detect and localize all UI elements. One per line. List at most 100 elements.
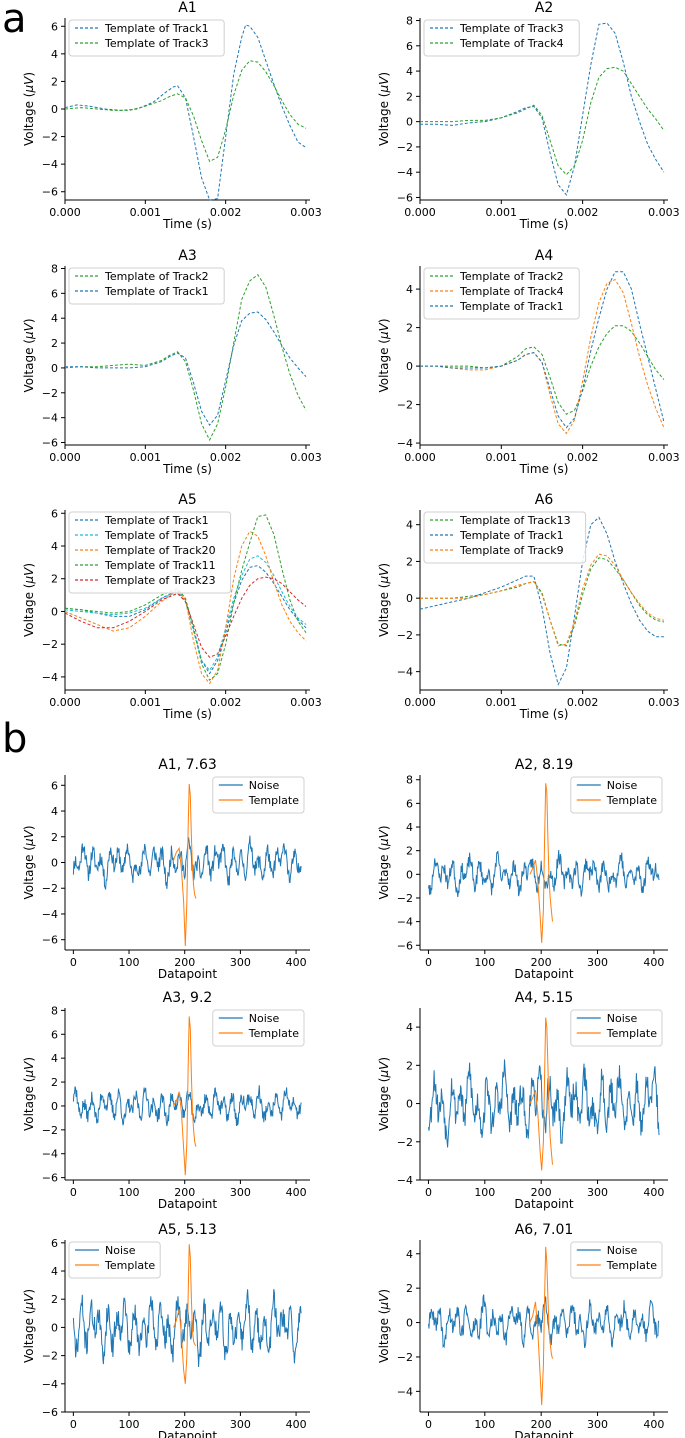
chart-title: A5	[178, 492, 196, 508]
x-tick-label: 200	[531, 956, 552, 969]
series-line	[420, 66, 665, 176]
y-tick-label: 6	[51, 20, 58, 33]
x-axis-label: Time (s)	[162, 462, 212, 476]
legend-label: Template	[606, 794, 657, 807]
y-tick-label: 6	[406, 797, 413, 810]
x-tick-label: 0.000	[49, 696, 81, 709]
y-tick-label: 4	[406, 519, 413, 532]
x-axis-label: Time (s)	[519, 707, 569, 721]
chart-3: A3 −6 −4 −2 0 2 4 6 8 0.000 0.001 0.002 0.003 Time (s…	[22, 248, 322, 476]
y-tick-label: 4	[51, 540, 58, 553]
y-tick-label: −4	[42, 158, 58, 171]
x-tick-label: 300	[230, 1418, 251, 1431]
y-tick-label: 2	[406, 1059, 413, 1072]
y-tick-label: −4	[42, 908, 58, 921]
y-tick-label: 2	[406, 322, 413, 335]
template-line	[529, 1017, 553, 1171]
x-tick-label: 0.002	[210, 451, 242, 464]
y-axis-label: Voltage (μV)	[377, 825, 391, 899]
y-tick-label: −2	[397, 1136, 413, 1149]
y-tick-label: −2	[42, 387, 58, 400]
y-tick-label: 2	[406, 1282, 413, 1295]
series-line	[64, 576, 307, 658]
legend: Template of Track13 Template of Track1 Tem…	[423, 511, 587, 564]
y-axis-label: Voltage (μV)	[22, 318, 36, 392]
legend-label: Template	[104, 1259, 155, 1272]
y-tick-label: 0	[406, 868, 413, 881]
x-tick-label: 0.000	[49, 451, 81, 464]
y-tick-label: −4	[42, 671, 58, 684]
x-tick-label: 0.003	[290, 696, 322, 709]
noise-line	[72, 1085, 302, 1127]
y-tick-label: −2	[397, 892, 413, 905]
y-axis-label: Voltage (μV)	[377, 72, 391, 146]
legend-box	[423, 19, 580, 57]
legend-box	[423, 267, 580, 320]
y-tick-label: −6	[42, 437, 58, 450]
series-line	[420, 278, 665, 435]
legend-box	[570, 1241, 663, 1279]
chart-10: A4, 5.15 −4 −2 0 2 4 0 100 200 300 400 Datapoint Vol…	[377, 990, 668, 1211]
legend-box	[212, 776, 305, 814]
y-tick-label: 2	[51, 573, 58, 586]
x-tick-label: 0.002	[210, 696, 242, 709]
y-tick-label: −2	[397, 1351, 413, 1364]
x-axis-label: Datapoint	[514, 1197, 574, 1211]
y-tick-label: 0	[406, 360, 413, 373]
chart-7: A1, 7.63 −6 −4 −2 0 2 4 6 0 100 200 300 400 Datapoint…	[22, 757, 310, 981]
y-tick-label: 2	[51, 1076, 58, 1089]
y-axis-label: Voltage (μV)	[22, 1289, 36, 1363]
legend: Template of Track2 Template of Track4 Temp…	[423, 267, 580, 320]
x-axis-label: Time (s)	[162, 707, 212, 721]
chart-12: A6, 7.01 −4 −2 0 2 4 0 100 200 300 400 Datapoint Vol…	[377, 1222, 668, 1438]
y-tick-label: 8	[406, 774, 413, 787]
legend-label: Template of Track1	[459, 300, 564, 313]
x-tick-label: 100	[474, 1418, 495, 1431]
x-tick-label: 0.002	[567, 206, 599, 219]
legend-label: Noise	[607, 1244, 638, 1257]
legend-label: Template of Track11	[104, 559, 216, 572]
legend-label: Template	[606, 1259, 657, 1272]
x-tick-label: 0	[425, 1418, 432, 1431]
x-axis-label: Datapoint	[158, 1429, 218, 1438]
legend-label: Template of Track1	[104, 285, 209, 298]
y-tick-label: 4	[51, 805, 58, 818]
x-tick-label: 0	[70, 956, 77, 969]
y-tick-label: 2	[406, 90, 413, 103]
x-tick-label: 100	[119, 1418, 140, 1431]
y-tick-label: −2	[397, 141, 413, 154]
y-tick-label: 2	[406, 555, 413, 568]
x-tick-label: 400	[286, 1186, 307, 1199]
y-tick-label: −6	[42, 934, 58, 947]
y-tick-label: 2	[51, 831, 58, 844]
y-tick-label: 4	[51, 1052, 58, 1065]
x-tick-label: 0.003	[290, 451, 322, 464]
chart-title: A1, 7.63	[158, 757, 217, 773]
legend-label: Template of Track3	[459, 22, 564, 35]
series-line	[419, 516, 664, 686]
legend-label: Template of Track2	[104, 270, 209, 283]
y-tick-label: 8	[51, 262, 58, 275]
legend: Template of Track3 Template of Track4	[423, 19, 580, 57]
legend-box	[68, 1241, 161, 1279]
chart-1: A1 −6 −4 −2 0 2 4 6 0.000 0.001 0.002 0.003 Time (s)…	[22, 0, 322, 231]
x-tick-label: 200	[174, 1186, 195, 1199]
y-tick-label: −2	[42, 1124, 58, 1137]
y-tick-label: 2	[51, 75, 58, 88]
legend-label: Noise	[249, 1012, 280, 1025]
y-tick-label: −2	[42, 1350, 58, 1363]
legend-label: Noise	[105, 1244, 136, 1257]
legend-box	[68, 511, 232, 594]
y-tick-label: 0	[51, 362, 58, 375]
y-tick-label: 6	[51, 1237, 58, 1250]
chart-2: A2 −6 −4 −2 0 2 4 6 8 0.000 0.001 0.002 0.003 Time (s…	[377, 0, 680, 231]
y-tick-label: 6	[51, 507, 58, 520]
y-tick-label: 4	[51, 312, 58, 325]
x-tick-label: 0	[70, 1418, 77, 1431]
y-tick-label: 8	[406, 15, 413, 28]
y-tick-label: −2	[397, 399, 413, 412]
legend-box	[570, 1009, 663, 1047]
legend-label: Noise	[607, 779, 638, 792]
chart-title: A6	[535, 492, 554, 508]
